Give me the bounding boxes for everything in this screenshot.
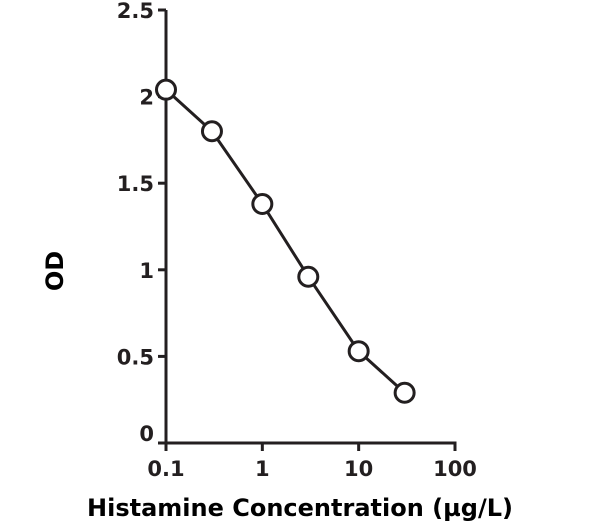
data-point [200, 120, 223, 143]
y-tick-label: 2.5 [117, 0, 154, 23]
data-point [297, 265, 320, 288]
data-point [251, 192, 274, 215]
x-tick-label: 100 [433, 457, 477, 481]
x-axis-title: Histamine Concentration (µg/L) [87, 494, 513, 522]
y-tick-label: 2 [139, 86, 154, 110]
ticks: 0 0.5 1 1.5 2 2.5 0.1 1 10 100 [117, 0, 477, 481]
y-tick-label: 0 [139, 422, 154, 446]
x-tick-label: 10 [344, 457, 373, 481]
y-axis-title: OD [41, 251, 69, 291]
data-point [155, 78, 177, 101]
axes [164, 10, 457, 445]
data-point [393, 381, 416, 404]
y-tick-label: 1 [139, 259, 154, 283]
y-tick-label: 1.5 [117, 172, 154, 196]
y-tick-label: 0.5 [117, 345, 154, 369]
data-point [347, 340, 370, 363]
x-tick-label: 0.1 [147, 457, 184, 481]
series [155, 78, 416, 404]
x-tick-label: 1 [255, 457, 270, 481]
